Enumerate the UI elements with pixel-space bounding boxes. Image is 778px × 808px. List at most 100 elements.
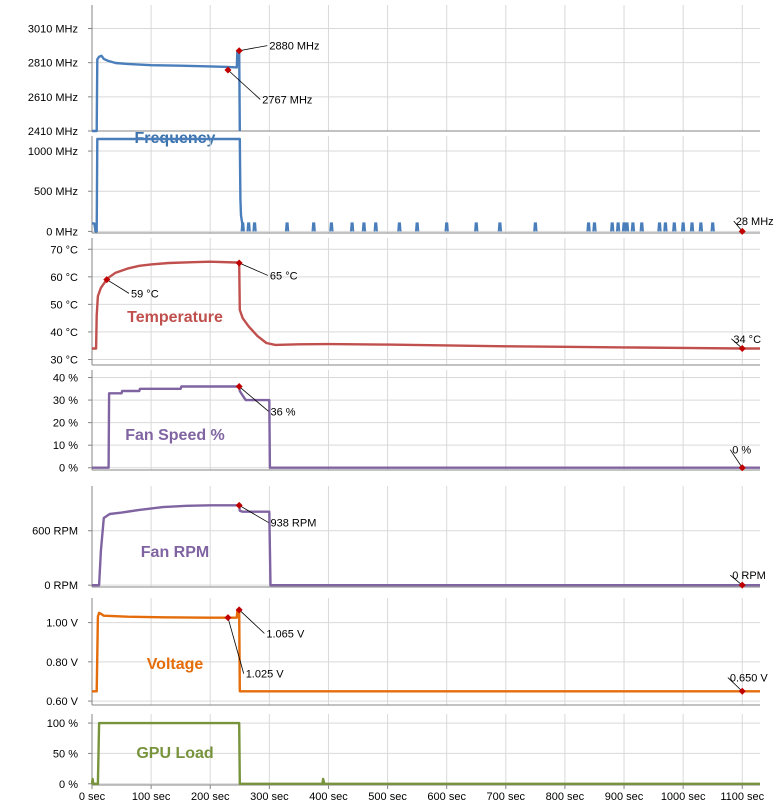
series-line: [90, 721, 760, 785]
x-tick-label: 800 sec: [546, 791, 585, 803]
x-tick-label: 200 sec: [191, 791, 230, 803]
x-tick-label: 500 sec: [368, 791, 407, 803]
y-tick-label: 2810 MHz: [28, 58, 78, 70]
annotation-marker: [235, 383, 243, 391]
spike-mark: [698, 222, 704, 232]
annotation-leader: [238, 504, 269, 523]
spike-mark: [246, 222, 251, 232]
annotation-marker: [235, 259, 243, 267]
spike-mark: [639, 222, 644, 232]
y-tick-label: 1000 MHz: [28, 146, 78, 158]
annotation-leader: [727, 677, 743, 692]
panel-1: 2410 MHz 2610 MHz 2810 MHz 3010 MHz 2880 MHz…: [28, 5, 760, 147]
spike-mark: [497, 222, 503, 232]
annotation-leader: [239, 45, 268, 52]
spike-mark: [397, 222, 402, 232]
x-tick-label: 600 sec: [427, 791, 466, 803]
panel-6: 0.60 V 0.80 V 1.00 V 1.065 V 1.025 V 0.650 V V…: [46, 598, 768, 708]
panel-title: Voltage: [147, 656, 204, 673]
y-tick-label: 600 RPM: [32, 526, 78, 538]
spike-mark: [630, 222, 636, 232]
spike-mark: [373, 222, 378, 232]
spike-mark: [592, 222, 597, 232]
x-tick-label: 0 sec: [79, 791, 106, 803]
y-tick-label: 0 MHz: [46, 226, 78, 238]
y-tick-label: 100 %: [47, 718, 78, 730]
annotation-marker: [235, 606, 243, 614]
x-tick-label: 1100 sec: [720, 791, 764, 803]
annotation-leader: [239, 262, 269, 276]
annotation-leader: [238, 609, 265, 634]
panel-7: 0 % 50 % 100 % GPU Load: [47, 714, 760, 791]
spike-mark: [474, 222, 479, 232]
annotation-leader: [106, 279, 130, 294]
y-tick-label: 30 %: [53, 395, 78, 407]
annotation-label: 59 °C: [131, 288, 159, 300]
annotation-marker: [738, 344, 746, 352]
annotation-leader: [729, 449, 743, 468]
annotation-marker: [224, 66, 232, 74]
y-tick-label: 70 °C: [50, 244, 78, 256]
y-tick-label: 1.00 V: [46, 618, 78, 630]
y-tick-label: 20 %: [53, 418, 78, 430]
spike-mark: [615, 222, 621, 232]
annotation-label: 0 %: [732, 445, 751, 457]
y-tick-label: 2610 MHz: [28, 92, 78, 104]
panel-title: Temperature: [127, 309, 223, 326]
series-line: [92, 260, 760, 350]
y-tick-label: 30 °C: [50, 354, 78, 366]
y-tick-label: 40 %: [53, 373, 78, 385]
annotation-label: 65 °C: [270, 270, 298, 282]
spike-mark: [710, 222, 715, 232]
annotation-leader: [227, 617, 245, 674]
panel-title: GPU Load: [136, 745, 213, 762]
x-tick-label: 700 sec: [487, 791, 526, 803]
y-tick-label: 0.80 V: [46, 657, 78, 669]
annotation-marker: [738, 581, 746, 589]
spike-mark: [444, 222, 449, 232]
y-tick-label: 50 °C: [50, 299, 78, 311]
annotation-label: 1.065 V: [266, 628, 305, 640]
annotation-marker: [103, 276, 111, 284]
spike-mark: [311, 222, 316, 232]
spike-mark: [657, 222, 662, 232]
x-tick-label: 400 sec: [309, 791, 348, 803]
x-tick-label: 1000 sec: [661, 791, 706, 803]
spike-mark: [252, 222, 257, 232]
x-tick-label: 100 sec: [132, 791, 171, 803]
x-axis: 0 sec 100 sec 200 sec 300 sec 400 sec 500 sec…: [79, 785, 765, 803]
panel-4: 0 % 10 % 20 % 30 % 40 % 36 % 0 % Fan Speed %: [53, 370, 760, 475]
y-tick-label: 0 RPM: [44, 580, 78, 592]
annotation-label: 34 °C: [733, 334, 761, 346]
x-tick-label: 300 sec: [250, 791, 289, 803]
annotation-label: 1.025 V: [246, 669, 285, 681]
annotation-label: 0 RPM: [732, 570, 766, 582]
annotation-label: 2880 MHz: [269, 41, 319, 53]
series-line: [92, 608, 760, 693]
spike-mark: [533, 222, 538, 232]
y-tick-label: 0 %: [59, 463, 78, 475]
annotation-marker: [224, 614, 232, 622]
panel-title: Fan RPM: [141, 544, 209, 561]
spike-mark: [663, 222, 668, 232]
annotation-label: 2767 MHz: [262, 94, 312, 106]
annotation-label: 0.650 V: [730, 673, 769, 685]
annotation-leader: [238, 386, 269, 412]
annotation-marker: [738, 464, 746, 472]
annotation-marker: [235, 47, 243, 55]
annotation-marker: [738, 227, 746, 235]
y-tick-label: 40 °C: [50, 327, 78, 339]
spike-mark: [284, 222, 290, 232]
spike-mark: [349, 222, 355, 232]
series-line: [92, 137, 245, 233]
spike-mark: [586, 222, 591, 232]
spike-mark: [610, 222, 615, 232]
y-tick-label: 10 %: [53, 440, 78, 452]
annotation-label: 938 RPM: [271, 518, 317, 530]
annotation-label: 36 %: [271, 406, 296, 418]
y-tick-label: 0.60 V: [46, 696, 78, 708]
panel-5: 0 RPM 600 RPM 938 RPM 0 RPM Fan RPM: [32, 486, 766, 592]
series-line: [92, 504, 760, 587]
annotation-marker: [738, 687, 746, 695]
spike-mark: [680, 222, 686, 232]
